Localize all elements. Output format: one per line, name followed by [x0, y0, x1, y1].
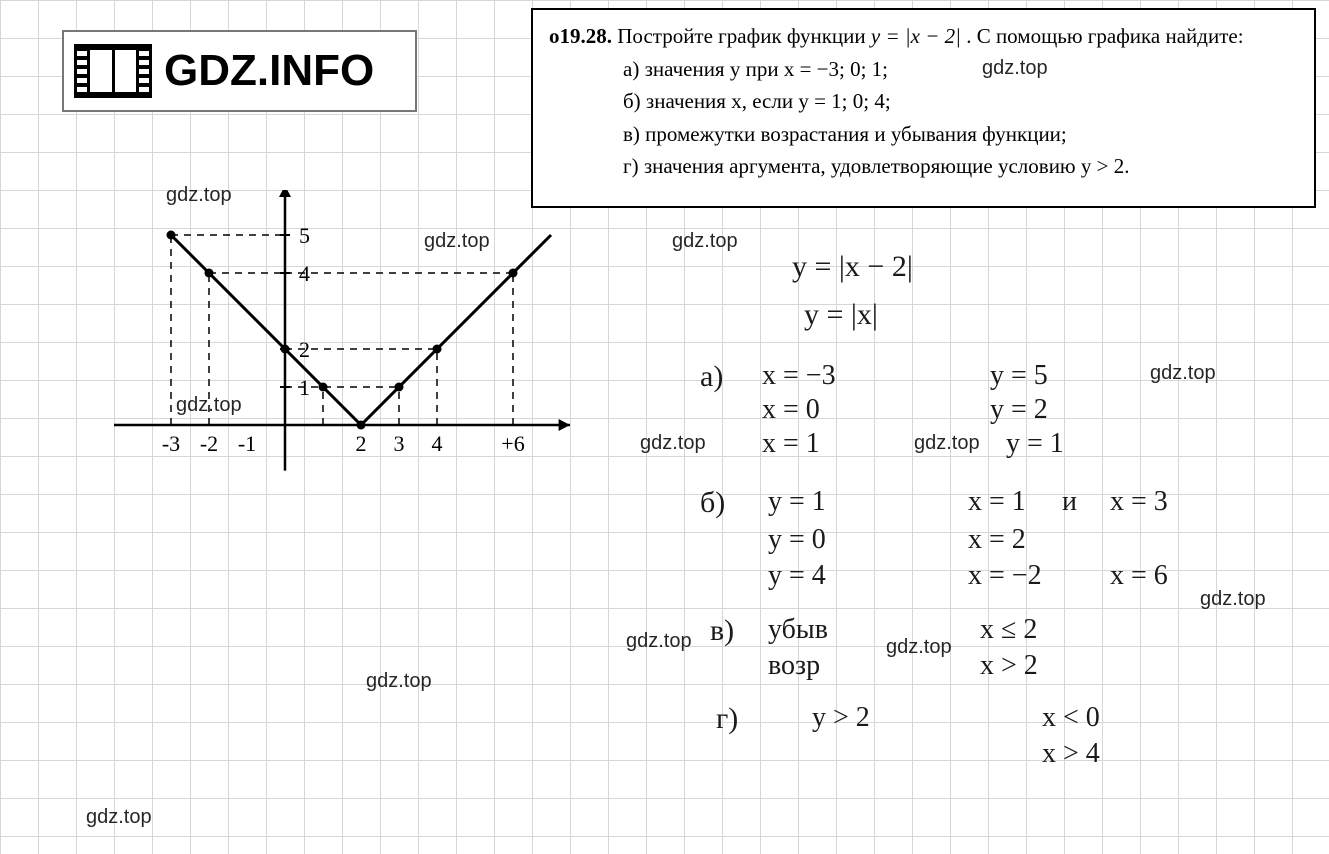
- hw-c-dec: убыв: [768, 614, 828, 646]
- hw-b-x1a: x = 1: [968, 486, 1026, 518]
- problem-line-d: г) значения аргумента, удовлетворяющие у…: [549, 150, 1298, 183]
- hw-b-x1b: x = 3: [1110, 486, 1168, 518]
- logo-text: GDZ.INFO: [164, 46, 374, 96]
- hw-a-label: а): [700, 360, 723, 394]
- problem-statement: о19.28. Постройте график функции y = |x …: [531, 8, 1316, 208]
- hw-d-r2: x > 4: [1042, 738, 1100, 770]
- svg-text:2: 2: [299, 337, 310, 362]
- watermark: gdz.top: [1200, 588, 1266, 611]
- function-chart: -3 -2 -1 2 3 4 +6 1 2 4 5: [30, 190, 590, 530]
- svg-text:2: 2: [356, 431, 367, 456]
- watermark: gdz.top: [640, 432, 706, 455]
- watermark: gdz.top: [672, 230, 738, 253]
- watermark: gdz.top: [1150, 362, 1216, 385]
- hw-b-x3b: x = 6: [1110, 560, 1168, 592]
- hw-a-y2: y = 2: [990, 394, 1048, 426]
- svg-text:4: 4: [299, 261, 310, 286]
- svg-text:1: 1: [299, 375, 310, 400]
- hw-a-y3: y = 1: [1006, 428, 1064, 460]
- problem-number: о19.28.: [549, 24, 612, 48]
- watermark: gdz.top: [366, 670, 432, 693]
- hw-c-dec-r: x ≤ 2: [980, 614, 1037, 646]
- hw-d-cond: y > 2: [812, 702, 870, 734]
- hw-b-y2: y = 0: [768, 524, 826, 556]
- hw-eq2: y = |x|: [804, 298, 878, 332]
- watermark: gdz.top: [626, 630, 692, 653]
- hw-c-inc: возр: [768, 650, 820, 682]
- hw-c-label: в): [710, 614, 734, 648]
- hw-b-x1mid: и: [1062, 486, 1077, 518]
- problem-line-b: б) значения x, если y = 1; 0; 4;: [549, 85, 1298, 118]
- hw-a-x1: x = −3: [762, 360, 836, 392]
- logo-box: GDZ.INFO: [62, 30, 417, 112]
- svg-text:3: 3: [394, 431, 405, 456]
- hw-b-x2: x = 2: [968, 524, 1026, 556]
- svg-text:-1: -1: [238, 431, 256, 456]
- hw-b-label: б): [700, 486, 725, 520]
- film-icon: [74, 44, 152, 98]
- watermark: gdz.top: [886, 636, 952, 659]
- problem-line-a: а) значения y при x = −3; 0; 1;: [549, 53, 1298, 86]
- svg-text:-2: -2: [200, 431, 218, 456]
- watermark: gdz.top: [86, 806, 152, 829]
- hw-b-y3: y = 4: [768, 560, 826, 592]
- svg-text:+6: +6: [501, 431, 524, 456]
- hw-a-y1: y = 5: [990, 360, 1048, 392]
- hw-eq1: y = |x − 2|: [792, 250, 913, 284]
- problem-intro-b: . С помощью графика найдите:: [966, 24, 1243, 48]
- problem-function: y = |x − 2|: [871, 24, 961, 48]
- problem-intro-a: Постройте график функции: [617, 24, 871, 48]
- svg-text:4: 4: [432, 431, 443, 456]
- hw-b-x3a: x = −2: [968, 560, 1042, 592]
- hw-b-y1: y = 1: [768, 486, 826, 518]
- hw-a-x2: x = 0: [762, 394, 820, 426]
- hw-a-x3: x = 1: [762, 428, 820, 460]
- svg-text:5: 5: [299, 223, 310, 248]
- hw-d-label: г): [716, 702, 738, 736]
- hw-d-r1: x < 0: [1042, 702, 1100, 734]
- svg-text:-3: -3: [162, 431, 180, 456]
- hw-c-inc-r: x > 2: [980, 650, 1038, 682]
- problem-line-c: в) промежутки возрастания и убывания фун…: [549, 118, 1298, 151]
- watermark: gdz.top: [982, 57, 1048, 80]
- watermark: gdz.top: [914, 432, 980, 455]
